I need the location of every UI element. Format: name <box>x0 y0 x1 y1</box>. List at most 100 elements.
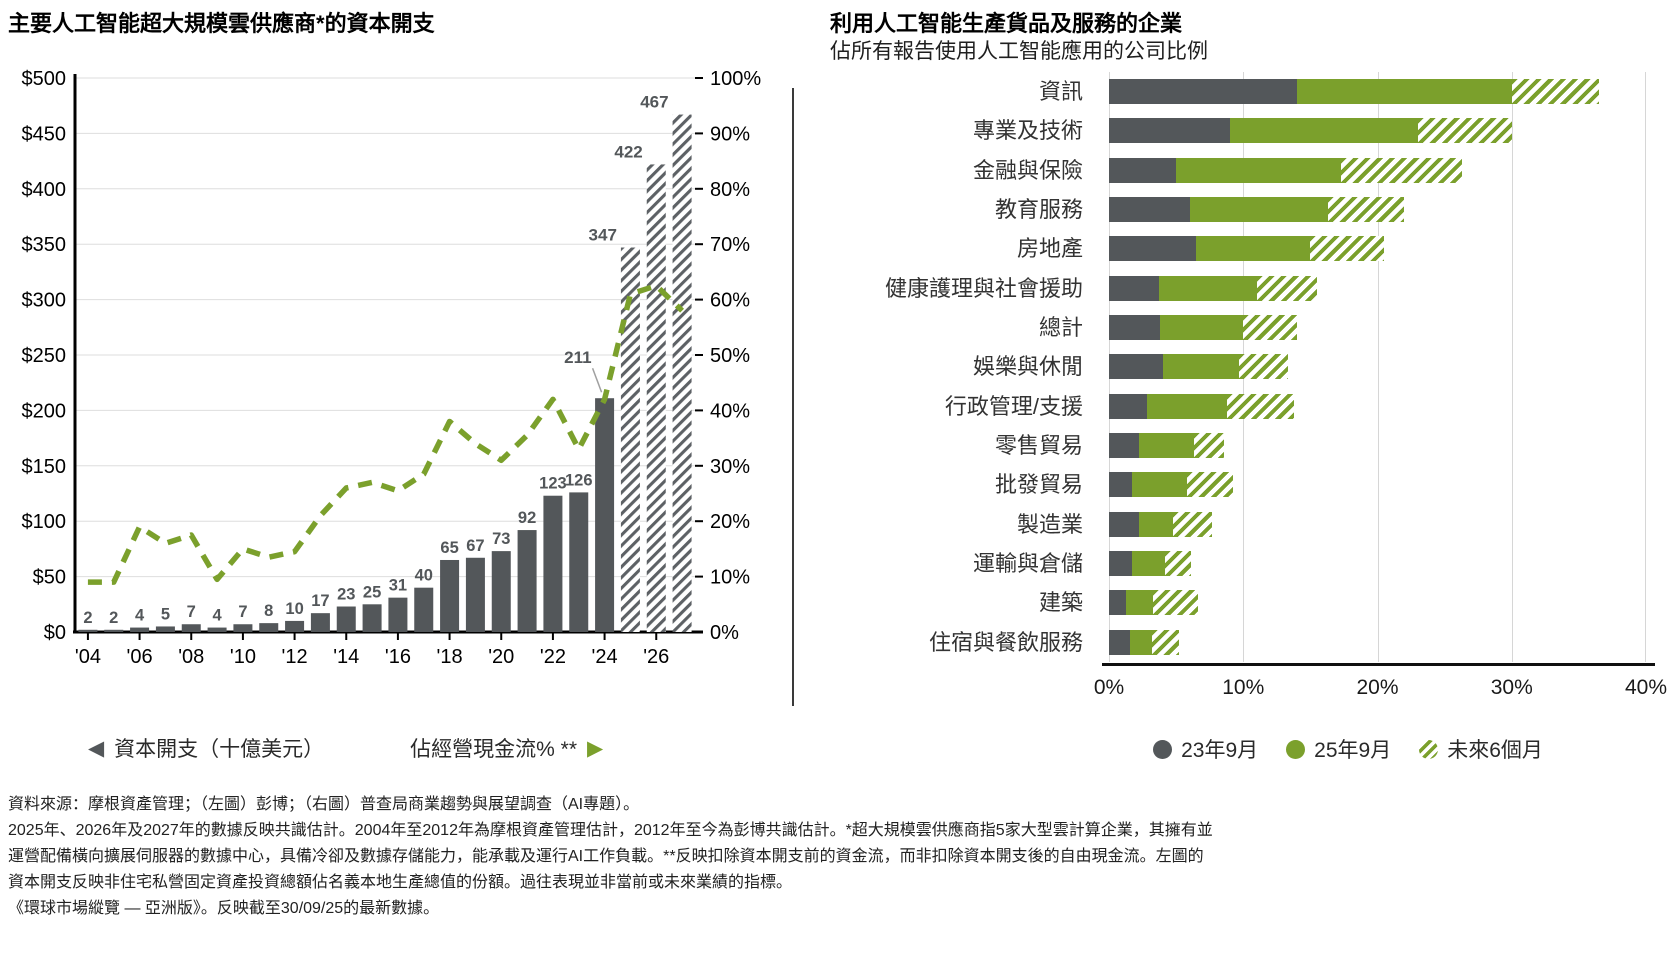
right-x-axis-label: 0% <box>1093 676 1125 699</box>
bar-value-label: 4 <box>212 607 222 625</box>
industry-bar-row <box>1109 347 1646 386</box>
category-label: 行政管理/支援 <box>944 393 1083 419</box>
bar-value-label: 2 <box>109 609 118 627</box>
bar-value-label: 422 <box>614 142 642 161</box>
capex-bar <box>388 597 408 632</box>
gridline <box>1645 72 1646 662</box>
segment-sep23 <box>1109 432 1139 458</box>
bar-value-label: 25 <box>363 583 381 601</box>
bar-value-label: 467 <box>640 93 668 112</box>
y-axis-label-right: 100% <box>710 68 761 90</box>
segment-sep25 <box>1131 472 1187 498</box>
segment-future6m <box>1165 550 1191 576</box>
segment-future6m <box>1186 472 1233 498</box>
industry-bar-row <box>1109 583 1646 622</box>
right-x-axis <box>1102 663 1655 666</box>
bar-value-label: 67 <box>466 537 484 555</box>
segment-sep23 <box>1109 354 1163 380</box>
right-arrow-icon: ▶ <box>587 736 604 760</box>
segment-sep25 <box>1146 393 1228 419</box>
footnote-line: 運營配備橫向擴展伺服器的數據中心，具備冷卻及數據存儲能力，能承載及運行AI工作負… <box>8 848 1204 865</box>
segment-sep25 <box>1162 354 1240 380</box>
right-chart-subtitle: 佔所有報告使用人工智能應用的公司比例 <box>830 40 1208 63</box>
x-axis-label: '24 <box>592 646 618 668</box>
bar-value-label: 123 <box>539 475 567 493</box>
y-axis-label-right: 40% <box>710 400 750 422</box>
bar-value-label: 73 <box>492 530 510 548</box>
footnote-line: 《環球市場縱覽 — 亞洲版》。反映截至30/09/25的最新數據。 <box>8 900 440 917</box>
industry-bar-row <box>1109 465 1646 504</box>
sep23-label: 23年9月 <box>1181 739 1259 762</box>
segment-future6m <box>1417 118 1512 144</box>
bar-value-label: 7 <box>187 603 196 621</box>
label-leader-line <box>591 367 603 393</box>
right-chart-legend: 23年9月 25年9月 未來6個月 <box>1040 734 1656 764</box>
industry-label-column: 資訊 專業及技術 金融與保險 教育服務 房地產 健康護理與社會援助 總計 娛樂與休閒 行政管理/… <box>788 72 1095 662</box>
capex-bar <box>259 623 279 632</box>
segment-sep25 <box>1138 511 1174 537</box>
segment-future6m <box>1310 236 1385 262</box>
industry-bar-row <box>1109 72 1646 111</box>
footnote-line: 2025年、2026年及2027年的數據反映共識估計。2004年至2012年為摩… <box>8 822 1213 839</box>
right-x-axis-label: 30% <box>1490 676 1533 699</box>
bar-value-label: 126 <box>565 471 593 489</box>
panel-divider <box>792 88 794 706</box>
capex-bar <box>130 627 150 632</box>
category-label: 教育服務 <box>994 196 1083 222</box>
industry-bar-row <box>1109 544 1646 583</box>
segment-future6m <box>1153 590 1198 616</box>
category-label: 建築 <box>1038 590 1083 616</box>
bar-value-label: 4 <box>135 607 145 625</box>
x-axis-label: '12 <box>282 646 308 668</box>
category-label: 娛樂與休閒 <box>972 354 1083 380</box>
ai-adoption-chart <box>1109 72 1646 662</box>
segment-future6m <box>1193 432 1225 458</box>
segment-sep25 <box>1131 550 1166 576</box>
bar-value-label: 2 <box>83 609 92 627</box>
capex-bar <box>517 530 537 632</box>
category-label: 金融與保險 <box>972 157 1083 183</box>
gridline <box>1511 72 1513 662</box>
segment-sep23 <box>1109 629 1131 655</box>
bar-value-label: 23 <box>337 586 355 604</box>
right-x-axis-label: 20% <box>1356 676 1399 699</box>
segment-sep25 <box>1189 196 1328 222</box>
capex-bar <box>285 620 305 632</box>
capex-bar <box>362 604 382 632</box>
footnote-line: 資料來源：摩根資產管理；（左圖）彭博；（右圖）普查局商業趨勢與展望調查（AI專題… <box>8 796 640 813</box>
legend-item-sep23: 23年9月 <box>1153 734 1258 764</box>
segment-future6m <box>1151 629 1179 655</box>
segment-sep25 <box>1296 79 1512 104</box>
left-arrow-icon: ◀ <box>88 736 105 760</box>
industry-bar-row <box>1109 308 1646 347</box>
gridline <box>1377 72 1379 662</box>
segment-sep23 <box>1109 236 1197 262</box>
legend-item-sep25: 25年9月 <box>1286 734 1391 764</box>
x-axis-label: '14 <box>333 646 359 668</box>
legend-cashflow-label: 佔經營現金流% ** <box>410 738 578 761</box>
capex-bar-forecast <box>646 164 666 632</box>
y-axis-label-left: $150 <box>22 456 67 478</box>
bar-value-label: 8 <box>264 602 273 620</box>
source-footnotes: 資料來源：摩根資產管理；（左圖）彭博；（右圖）普查局商業趨勢與展望調查（AI專題… <box>8 792 1668 922</box>
bar-value-label: 10 <box>285 600 303 618</box>
y-axis-label-right: 90% <box>710 123 750 145</box>
y-axis-label-left: $300 <box>22 290 67 312</box>
footnote-line: 資本開支反映非住宅私營固定資產投資總額佔名義本地生產總值的份額。過往表現並非當前… <box>8 874 793 891</box>
capex-bar <box>440 559 460 632</box>
category-label: 製造業 <box>1016 511 1083 537</box>
segment-sep25 <box>1158 275 1257 301</box>
segment-sep23 <box>1109 590 1127 616</box>
segment-sep23 <box>1109 511 1139 537</box>
segment-future6m <box>1256 275 1318 301</box>
right-x-axis-labels: 0% 10% 20% 30% 40% <box>1094 676 1667 706</box>
sep25-marker-icon <box>1286 739 1306 759</box>
industry-bar-row <box>1109 151 1646 190</box>
segment-sep25 <box>1160 314 1244 340</box>
cashflow-line <box>87 283 684 585</box>
x-axis-label: '08 <box>178 646 204 668</box>
category-label: 批發貿易 <box>994 472 1083 498</box>
capex-bar <box>465 557 485 632</box>
y-axis-label-left: $200 <box>22 400 67 422</box>
segment-sep23 <box>1109 196 1190 222</box>
